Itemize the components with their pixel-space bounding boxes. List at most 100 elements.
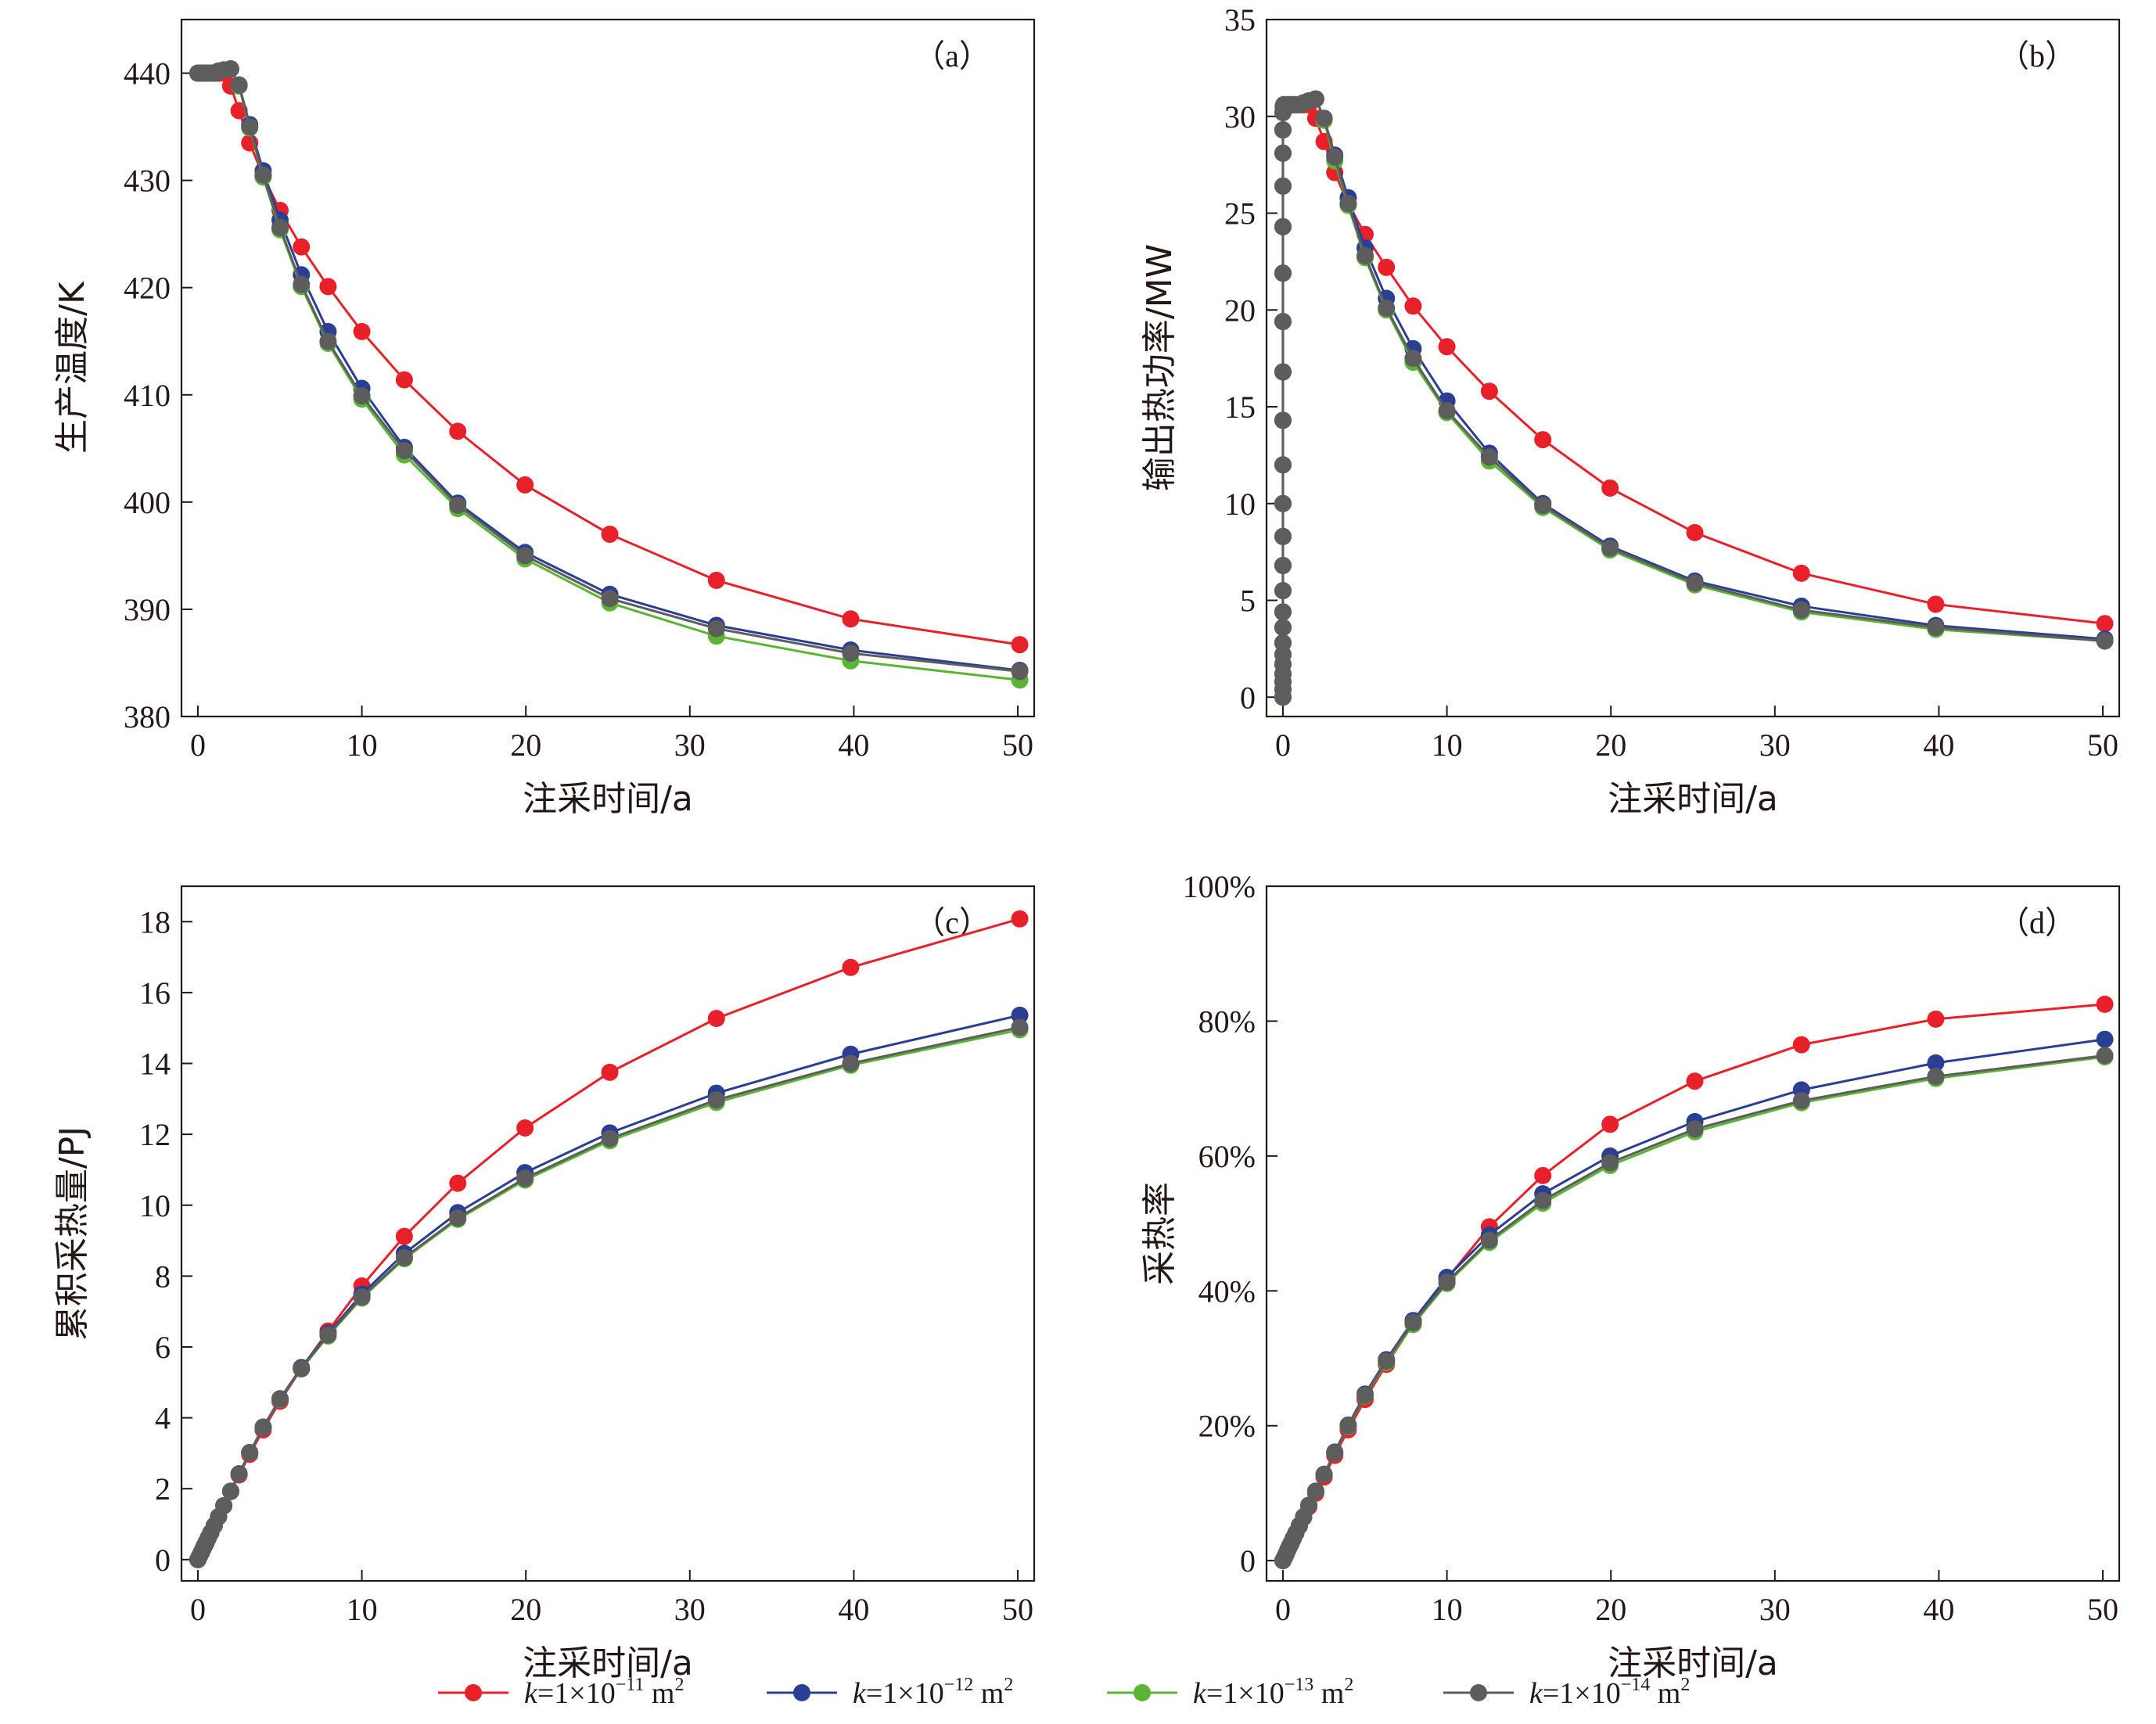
panel-label: （d） bbox=[1998, 905, 2076, 940]
data-point bbox=[1404, 297, 1422, 315]
legend-marker bbox=[793, 1684, 810, 1701]
series-1 bbox=[189, 64, 1029, 654]
y-tick-label: 0 bbox=[1240, 680, 1256, 715]
panel-a: 0 10 20 30 40 50 380 390 400 410 420 430 440 注采时间/a 生产… bbox=[52, 18, 1036, 819]
x-tick-label: 30 bbox=[674, 727, 706, 763]
data-point bbox=[1326, 1444, 1344, 1462]
data-point bbox=[601, 525, 619, 543]
data-point bbox=[1274, 217, 1292, 235]
data-point bbox=[601, 590, 619, 608]
data-point bbox=[1356, 1386, 1374, 1404]
data-point bbox=[1534, 1191, 1552, 1209]
data-point bbox=[254, 1418, 272, 1436]
data-point bbox=[1686, 574, 1704, 592]
data-point bbox=[1480, 448, 1498, 466]
data-point bbox=[516, 1119, 534, 1137]
plot-frame bbox=[1265, 885, 2121, 1582]
y-tick-label: 400 bbox=[124, 485, 171, 520]
y-tick-label: 5 bbox=[1240, 584, 1256, 619]
y-tick-label: 100% bbox=[1183, 869, 1256, 904]
series-line bbox=[1281, 97, 2105, 698]
data-point bbox=[1601, 539, 1619, 557]
data-point bbox=[1686, 1120, 1704, 1138]
data-point bbox=[2096, 1047, 2114, 1065]
data-point bbox=[1274, 456, 1292, 474]
x-tick-label: 50 bbox=[1002, 1592, 1033, 1627]
data-point bbox=[1438, 401, 1456, 419]
data-point bbox=[842, 610, 860, 628]
panel-label: （c） bbox=[914, 905, 990, 940]
x-tick-label: 20 bbox=[1595, 727, 1626, 763]
x-tick-label: 50 bbox=[2087, 727, 2118, 763]
data-point bbox=[516, 547, 534, 565]
data-point bbox=[215, 1496, 233, 1514]
y-tick-label: 420 bbox=[124, 271, 171, 306]
plot-frame bbox=[1265, 18, 2121, 718]
data-point bbox=[353, 322, 371, 340]
series-line bbox=[197, 67, 1020, 672]
data-point bbox=[1274, 603, 1292, 621]
data-point bbox=[1274, 144, 1292, 162]
series-line bbox=[196, 1014, 1020, 1561]
y-tick-label: 0 bbox=[155, 1543, 171, 1578]
panel-c: 0 10 20 30 40 50 0 2 4 6 8 10 12 14 16 18 注采时间/a 累积采热量/PJ… bbox=[52, 885, 1036, 1683]
data-point bbox=[1927, 619, 1945, 637]
data-point bbox=[230, 76, 248, 94]
data-point bbox=[1927, 595, 1945, 613]
x-tick-label: 40 bbox=[838, 1592, 869, 1627]
x-tick-label: 0 bbox=[1275, 1592, 1291, 1627]
data-point bbox=[1534, 1166, 1552, 1184]
data-point bbox=[1404, 1313, 1422, 1331]
data-point bbox=[1404, 350, 1422, 368]
x-tick-label: 30 bbox=[1759, 727, 1791, 763]
panel-b: 0 10 20 30 40 50 0 5 10 15 20 25 30 35 注采时间/a 输出热功率/MW （… bbox=[1140, 2, 2121, 819]
y-tick-label: 2 bbox=[155, 1471, 171, 1507]
series-line bbox=[196, 1029, 1020, 1561]
legend-label: k=1×10−14 m2 bbox=[1529, 1675, 1690, 1710]
data-point bbox=[1792, 564, 1810, 582]
y-tick-label: 380 bbox=[124, 699, 171, 734]
y-axis-title: 累积采热量/PJ bbox=[52, 1126, 92, 1341]
data-point bbox=[842, 645, 860, 663]
x-axis-title: 注采时间/a bbox=[1608, 779, 1778, 819]
series-2 bbox=[1274, 90, 2114, 706]
x-tick-label: 40 bbox=[1923, 727, 1954, 763]
data-point bbox=[1792, 1092, 1810, 1110]
data-point bbox=[516, 476, 534, 494]
series-2 bbox=[189, 60, 1029, 680]
legend-marker bbox=[1134, 1684, 1151, 1701]
y-tick-label: 440 bbox=[124, 56, 171, 92]
legend: k=1×10−11 m2 k=1×10−12 m2 k=1×10−13 m2 k=1×… bbox=[438, 1675, 1690, 1710]
x-tick-label: 0 bbox=[190, 1592, 206, 1627]
legend-marker bbox=[465, 1684, 482, 1701]
data-point bbox=[1378, 299, 1396, 317]
legend-label: k=1×10−12 m2 bbox=[853, 1675, 1013, 1710]
data-point bbox=[1534, 431, 1552, 449]
series-line bbox=[197, 72, 1020, 646]
data-point bbox=[241, 118, 259, 136]
data-point bbox=[1326, 148, 1344, 166]
data-point bbox=[271, 218, 289, 236]
data-point bbox=[1011, 636, 1029, 654]
legend-item: k=1×10−13 m2 bbox=[1107, 1675, 1353, 1710]
data-point bbox=[1927, 1054, 1945, 1072]
x-tick-label: 50 bbox=[1002, 727, 1033, 763]
x-tick-label: 40 bbox=[1923, 1592, 1954, 1627]
data-point bbox=[1300, 1496, 1318, 1514]
data-point bbox=[395, 442, 413, 460]
data-point bbox=[1438, 338, 1456, 356]
series-4 bbox=[1274, 90, 2114, 706]
series-2 bbox=[189, 1006, 1029, 1568]
y-tick-label: 18 bbox=[139, 904, 171, 939]
y-tick-label: 390 bbox=[124, 592, 171, 627]
y-tick-label: 8 bbox=[155, 1259, 171, 1294]
data-point bbox=[1686, 523, 1704, 541]
data-point bbox=[241, 1443, 259, 1461]
y-tick-label: 410 bbox=[124, 378, 171, 413]
x-axis-title: 注采时间/a bbox=[1608, 1643, 1778, 1683]
data-point bbox=[449, 496, 467, 514]
data-point bbox=[1306, 1482, 1324, 1500]
x-tick-label: 10 bbox=[1432, 727, 1463, 763]
series-2 bbox=[1274, 1030, 2114, 1570]
